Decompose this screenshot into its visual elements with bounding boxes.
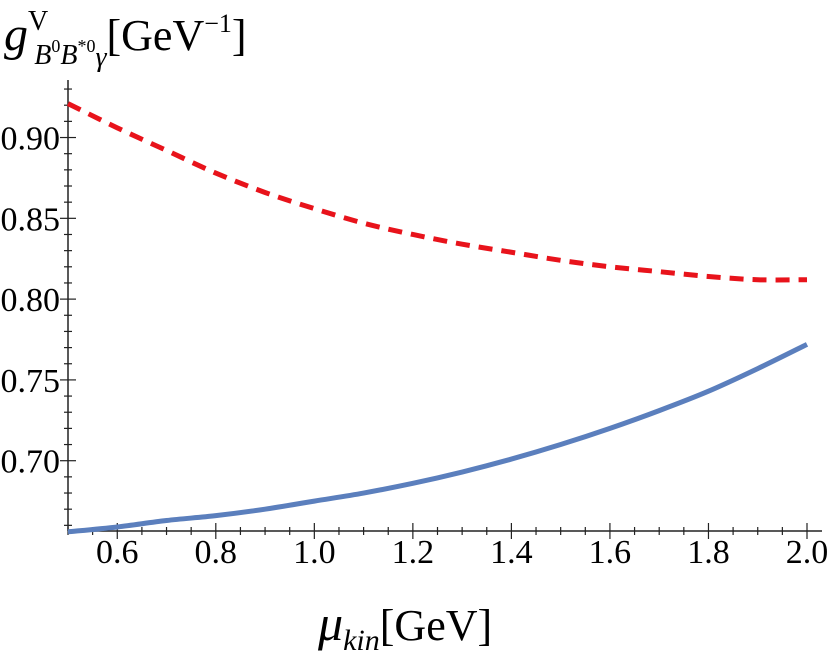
x-tick-label: 1.8 — [687, 534, 730, 571]
series-line-dashed — [66, 101, 808, 283]
y-tick-label: 0.80 — [1, 282, 61, 319]
axes: 0.70 0.75 0.80 0.85 0.90 0.6 0.8 1.0 1.2 1.4 1.6 1.… — [1, 80, 829, 571]
x-tick-label: 1.0 — [293, 534, 336, 571]
x-tick-label: 2.0 — [786, 534, 829, 571]
x-axis-title: μkin[GeV] — [317, 595, 492, 657]
y-tick-label: 0.75 — [1, 363, 61, 400]
series-line-solid — [67, 342, 809, 535]
x-tick-label: 1.6 — [589, 534, 632, 571]
y-tick-label: 0.85 — [1, 201, 61, 238]
y-tick-label: 0.70 — [1, 444, 61, 481]
x-tick-label: 0.8 — [195, 534, 238, 571]
x-tick-label: 1.2 — [392, 534, 435, 571]
series-layer — [66, 101, 809, 535]
x-tick-label: 0.6 — [96, 534, 139, 571]
x-tick-label: 1.4 — [490, 534, 533, 571]
y-axis-title: gV B0B*0γ[GeV−1] — [4, 6, 247, 73]
y-tick-label: 0.90 — [1, 121, 61, 158]
